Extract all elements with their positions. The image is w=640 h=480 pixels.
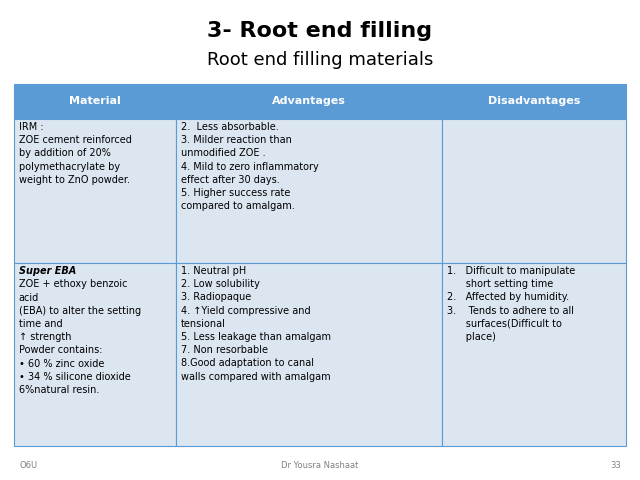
Text: 3- Root end filling: 3- Root end filling [207,21,433,41]
Text: ZOE + ethoxy benzoic
acid
(EBA) to alter the setting
time and
↑ strength
Powder : ZOE + ethoxy benzoic acid (EBA) to alter… [19,279,141,395]
Text: Root end filling materials: Root end filling materials [207,51,433,69]
FancyBboxPatch shape [176,119,442,263]
FancyBboxPatch shape [442,84,626,119]
FancyBboxPatch shape [14,263,176,446]
Text: Disadvantages: Disadvantages [488,96,580,106]
Text: Dr Yousra Nashaat: Dr Yousra Nashaat [282,461,358,470]
FancyBboxPatch shape [442,119,626,263]
FancyBboxPatch shape [176,84,442,119]
Text: 1. Neutral pH
2. Low solubility
3. Radiopaque
4. ↑Yield compressive and
tensiona: 1. Neutral pH 2. Low solubility 3. Radio… [180,266,331,382]
Text: O6U: O6U [19,461,37,470]
FancyBboxPatch shape [14,84,176,119]
Text: IRM :
ZOE cement reinforced
by addition of 20%
polymethacrylate by
weight to ZnO: IRM : ZOE cement reinforced by addition … [19,122,131,185]
Text: Super EBA: Super EBA [19,266,76,276]
Text: 1.   Difficult to manipulate
      short setting time
2.   Affected by humidity.: 1. Difficult to manipulate short setting… [447,266,575,342]
FancyBboxPatch shape [176,263,442,446]
FancyBboxPatch shape [14,119,176,263]
Text: Advantages: Advantages [273,96,346,106]
FancyBboxPatch shape [442,263,626,446]
Text: 33: 33 [610,461,621,470]
Text: 2.  Less absorbable.
3. Milder reaction than
unmodified ZOE .
4. Mild to zero in: 2. Less absorbable. 3. Milder reaction t… [180,122,319,211]
Text: Material: Material [69,96,121,106]
